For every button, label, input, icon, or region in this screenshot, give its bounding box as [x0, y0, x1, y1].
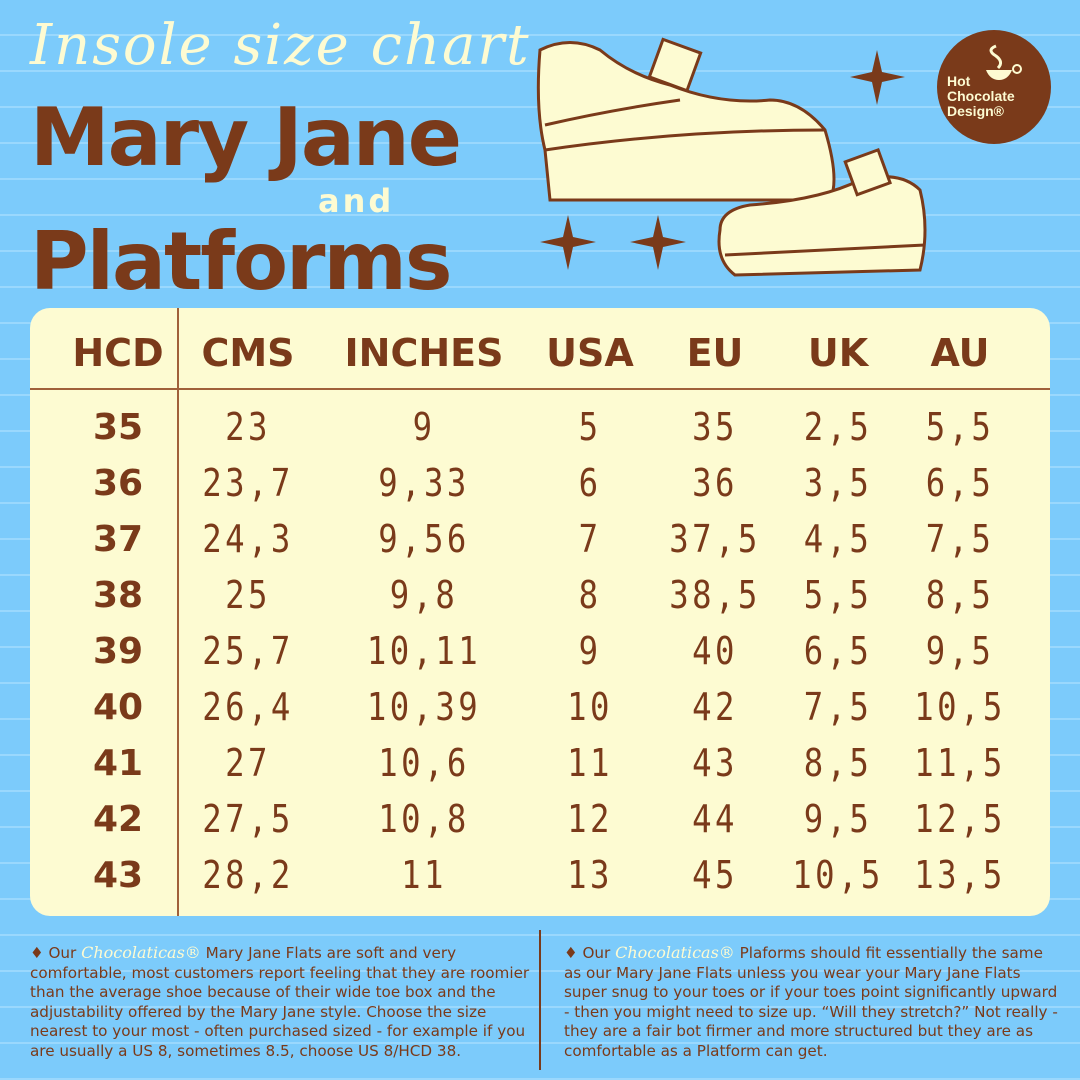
note-platforms: ♦ Our Chocolaticas® Plaforms should fit …	[564, 943, 1059, 1061]
table-cell-hcd: 38	[92, 575, 144, 617]
table-cell-inches: 9,56	[378, 517, 470, 562]
table-cell-eu: 40	[692, 629, 738, 674]
table-cell-au: 12,5	[914, 797, 1006, 842]
table-cell-cms: 27	[225, 741, 271, 786]
table-cell-inches: 10,6	[378, 741, 470, 786]
table-cell-uk: 9,5	[803, 797, 873, 842]
table-cell-inches: 10,39	[366, 685, 482, 730]
column-header-eu: EU	[686, 331, 744, 376]
hot-chocolate-design-logo: Hot Chocolate Design®	[937, 30, 1051, 144]
table-cell-hcd: 42	[92, 799, 144, 841]
table-cell-eu: 37,5	[669, 517, 761, 562]
table-cell-usa: 10	[567, 685, 613, 730]
chocolaticas-brand: Chocolaticas®	[615, 943, 735, 962]
note-text: Mary Jane Flats are soft and very comfor…	[30, 944, 530, 1060]
table-cell-cms: 23	[225, 405, 271, 450]
table-cell-usa: 11	[567, 741, 613, 786]
table-cell-cms: 24,3	[202, 517, 294, 562]
table-cell-eu: 45	[692, 853, 738, 898]
table-cell-usa: 12	[567, 797, 613, 842]
table-cell-uk: 5,5	[803, 573, 873, 618]
shoes-illustration	[536, 37, 927, 277]
table-cell-au: 13,5	[914, 853, 1006, 898]
column-header-cms: CMS	[201, 331, 295, 376]
table-cell-hcd: 37	[92, 519, 144, 561]
table-cell-uk: 10,5	[792, 853, 884, 898]
table-cell-uk: 4,5	[803, 517, 873, 562]
table-cell-hcd: 40	[92, 687, 144, 729]
chocolaticas-brand: Chocolaticas®	[81, 943, 201, 962]
table-cell-cms: 28,2	[202, 853, 294, 898]
table-cell-au: 7,5	[925, 517, 995, 562]
table-cell-eu: 38,5	[669, 573, 761, 618]
table-cell-hcd: 41	[92, 743, 144, 785]
table-cell-uk: 3,5	[803, 461, 873, 506]
table-cell-inches: 9,8	[389, 573, 459, 618]
table-cell-eu: 43	[692, 741, 738, 786]
table-cell-uk: 6,5	[803, 629, 873, 674]
script-title: Insole size chart	[30, 13, 531, 78]
logo-line1: Hot	[947, 73, 971, 89]
table-cell-cms: 27,5	[202, 797, 294, 842]
table-cell-inches: 9,33	[378, 461, 470, 506]
table-cell-hcd: 39	[92, 631, 144, 673]
cup-icon	[986, 44, 1022, 80]
table-cell-eu: 35	[692, 405, 738, 450]
table-cell-au: 10,5	[914, 685, 1006, 730]
table-cell-au: 6,5	[925, 461, 995, 506]
column-header-au: AU	[930, 331, 990, 376]
table-cell-au: 9,5	[925, 629, 995, 674]
table-cell-eu: 36	[692, 461, 738, 506]
column-header-hcd: HCD	[72, 331, 164, 376]
table-cell-hcd: 43	[92, 855, 144, 897]
note-text: Plaforms should fit essentially the same…	[564, 944, 1058, 1060]
table-cell-au: 8,5	[925, 573, 995, 618]
table-cell-cms: 25	[225, 573, 271, 618]
table-cell-eu: 44	[692, 797, 738, 842]
notes-divider	[539, 930, 541, 1070]
column-header-usa: USA	[546, 331, 634, 376]
table-cell-cms: 23,7	[202, 461, 294, 506]
flat-shoe-icon	[717, 147, 927, 277]
column-header-uk: UK	[807, 331, 869, 376]
table-cell-hcd: 35	[92, 407, 144, 449]
platform-shoe-icon	[536, 37, 836, 202]
table-cell-eu: 42	[692, 685, 738, 730]
table-cell-inches: 10,11	[366, 629, 482, 674]
size-table	[30, 308, 1050, 916]
header-divider	[30, 388, 1050, 390]
logo-line3: Design®	[947, 103, 1004, 119]
title-and: and	[318, 182, 395, 220]
logo-line2: Chocolate	[947, 88, 1015, 104]
table-cell-uk: 8,5	[803, 741, 873, 786]
note-mary-jane: ♦ Our Chocolaticas® Mary Jane Flats are …	[30, 943, 538, 1061]
table-cell-hcd: 36	[92, 463, 144, 505]
table-cell-inches: 9	[412, 405, 436, 450]
star-icon	[540, 50, 905, 270]
table-cell-usa: 13	[567, 853, 613, 898]
table-cell-inches: 11	[401, 853, 447, 898]
table-cell-usa: 7	[578, 517, 602, 562]
title-platforms: Platforms	[30, 215, 452, 308]
table-cell-usa: 6	[578, 461, 602, 506]
table-cell-cms: 26,4	[202, 685, 294, 730]
note-prefix: ♦ Our	[30, 944, 77, 962]
column-header-inches: INCHES	[344, 331, 504, 376]
table-cell-au: 5,5	[925, 405, 995, 450]
table-cell-usa: 8	[578, 573, 602, 618]
column-divider	[177, 308, 179, 916]
table-cell-au: 11,5	[914, 741, 1006, 786]
table-cell-usa: 5	[578, 405, 602, 450]
table-cell-cms: 25,7	[202, 629, 294, 674]
table-cell-usa: 9	[578, 629, 602, 674]
table-cell-inches: 10,8	[378, 797, 470, 842]
table-cell-uk: 7,5	[803, 685, 873, 730]
note-prefix: ♦ Our	[564, 944, 611, 962]
title-mary-jane: Mary Jane	[30, 91, 462, 184]
table-cell-uk: 2,5	[803, 405, 873, 450]
